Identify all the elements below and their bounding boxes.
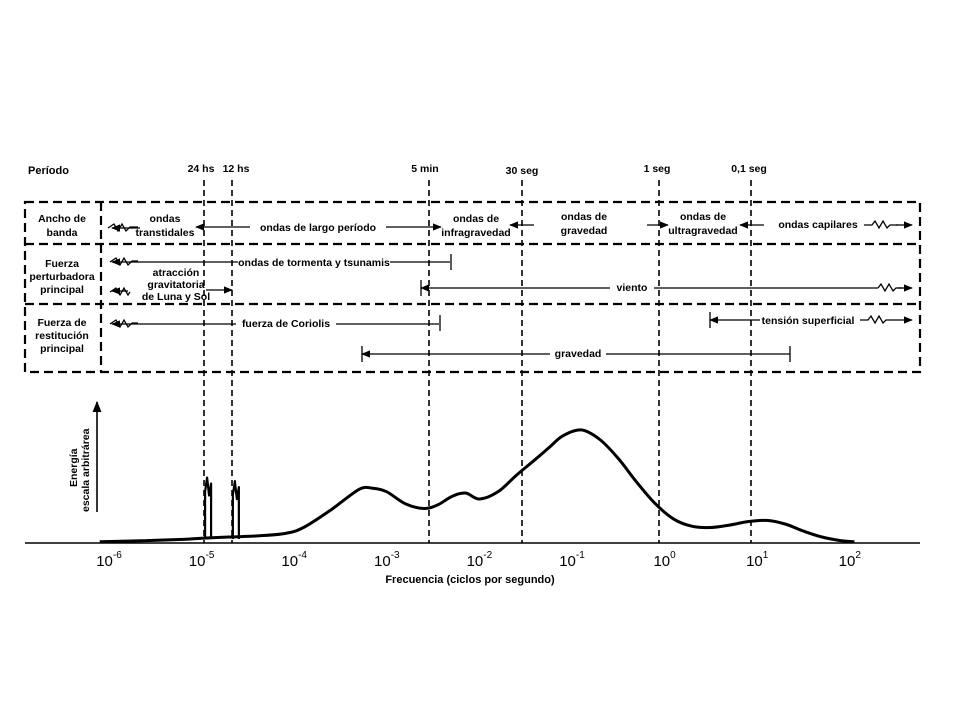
period-label-30seg: 30 seg: [506, 165, 539, 177]
frequency-ticks: 10-6 10-5 10-4 10-3 10-2 10-1 100 101 102: [96, 550, 861, 570]
x-tick-label-0: 10-6: [96, 550, 122, 570]
x-tick-base-2: 10: [281, 553, 298, 570]
period-title: Período: [28, 165, 69, 177]
row-title-disturbing-3: principal: [40, 284, 84, 296]
period-label-12hs: 12 hs: [223, 163, 250, 175]
period-label-01seg: 0,1 seg: [731, 163, 767, 175]
tidal-spike-0: [203, 476, 213, 539]
x-tick-exp-2: -4: [298, 550, 307, 561]
item-lunisolar-3: de Luna y Sol: [142, 291, 210, 303]
x-tick-base-7: 10: [746, 553, 763, 570]
tidal-spikes: [203, 476, 240, 539]
item-gravity: gravedad: [555, 348, 602, 360]
x-tick-exp-7: 1: [763, 550, 769, 561]
energy-spectrum-chart: 10-6 10-5 10-4 10-3 10-2 10-1 100 101 102: [25, 428, 920, 570]
frequency-axis-label: Frecuencia (ciclos por segundo): [385, 574, 555, 586]
band-ultragravity-2: ultragravedad: [668, 225, 737, 237]
band-long-period: ondas de largo período: [260, 222, 376, 234]
item-coriolis: fuerza de Coriolis: [242, 318, 330, 330]
x-tick-base-3: 10: [374, 553, 391, 570]
classification-table: [23, 200, 922, 374]
x-tick-exp-5: -1: [576, 550, 585, 561]
squiggle-left-band: [107, 222, 138, 233]
x-tick-exp-4: -2: [483, 550, 492, 561]
tidal-spike-1: [231, 480, 240, 539]
band-gravity-2: gravedad: [561, 225, 608, 237]
row-title-bandwidth-1: Ancho de: [38, 213, 86, 225]
squiggle-right-tension: [860, 314, 894, 325]
x-tick-exp-1: -5: [205, 550, 214, 561]
band-infragravity-1: ondas de: [453, 213, 499, 225]
x-tick-base-1: 10: [189, 553, 206, 570]
x-tick-label-8: 102: [839, 550, 862, 570]
disturbing-row: ondas de tormenta y tsunamis atracción g…: [109, 254, 913, 303]
x-tick-label-3: 10-3: [374, 550, 400, 570]
item-storm-tsunami: ondas de tormenta y tsunamis: [238, 257, 390, 269]
x-tick-label-7: 101: [746, 550, 769, 570]
bandwidth-row: ondas transtidales ondas de largo períod…: [107, 211, 913, 239]
row-title-restoring-3: principal: [40, 343, 84, 355]
period-label-5min: 5 min: [411, 163, 438, 175]
x-tick-label-5: 10-1: [559, 550, 585, 570]
band-infragravity-2: infragravedad: [441, 227, 510, 239]
period-label-24hs: 24 hs: [188, 163, 215, 175]
x-tick-exp-8: 2: [855, 550, 861, 561]
x-tick-base-0: 10: [96, 553, 113, 570]
band-transtidal-1: ondas: [150, 213, 181, 225]
band-capillary: ondas capilares: [778, 219, 858, 231]
row-title-disturbing-1: Fuerza: [45, 258, 79, 270]
restoring-row: fuerza de Coriolis tensión superficial g…: [109, 312, 913, 362]
x-tick-exp-0: -6: [113, 550, 122, 561]
squiggle-left-storm: [109, 256, 138, 267]
band-gravity-1: ondas de: [561, 211, 607, 223]
x-tick-exp-3: -3: [391, 550, 400, 561]
row-title-restoring-2: restitución: [35, 330, 89, 342]
period-label-1seg: 1 seg: [644, 163, 671, 175]
x-tick-base-4: 10: [467, 553, 484, 570]
energy-spectrum-curve: [99, 428, 855, 544]
energy-label-2: escala arbitrárea: [80, 428, 92, 512]
band-transtidal-2: transtidales: [136, 227, 195, 239]
row-title-bandwidth-2: banda: [47, 227, 78, 239]
x-tick-label-6: 100: [653, 550, 676, 570]
x-tick-label-2: 10-4: [281, 550, 307, 570]
x-tick-base-6: 10: [653, 553, 670, 570]
x-tick-label-4: 10-2: [467, 550, 493, 570]
item-lunisolar-2: gravitatoria: [147, 279, 204, 291]
period-markers: 24 hs 12 hs 5 min 30 seg 1 seg 0,1 seg: [188, 163, 767, 543]
item-lunisolar-1: atracción: [153, 267, 200, 279]
squiggle-right-wind: [877, 282, 902, 293]
item-surface-tension: tensión superficial: [762, 315, 855, 327]
energy-label-1: Energía: [68, 448, 80, 487]
x-tick-base-8: 10: [839, 553, 856, 570]
item-wind: viento: [617, 282, 648, 294]
squiggle-left-coriolis: [109, 318, 138, 329]
row-titles: Ancho de banda Fuerza perturbadora princ…: [29, 213, 95, 355]
squiggle-right-band: [864, 219, 898, 230]
energy-axis: Energía escala arbitrárea: [68, 400, 102, 512]
table-outline: [23, 200, 922, 374]
row-title-disturbing-2: perturbadora: [29, 271, 95, 283]
row-title-restoring-1: Fuerza de: [37, 317, 86, 329]
band-ultragravity-1: ondas de: [680, 211, 726, 223]
x-tick-label-1: 10-5: [189, 550, 215, 570]
x-tick-base-5: 10: [559, 553, 576, 570]
x-tick-exp-6: 0: [670, 550, 676, 561]
